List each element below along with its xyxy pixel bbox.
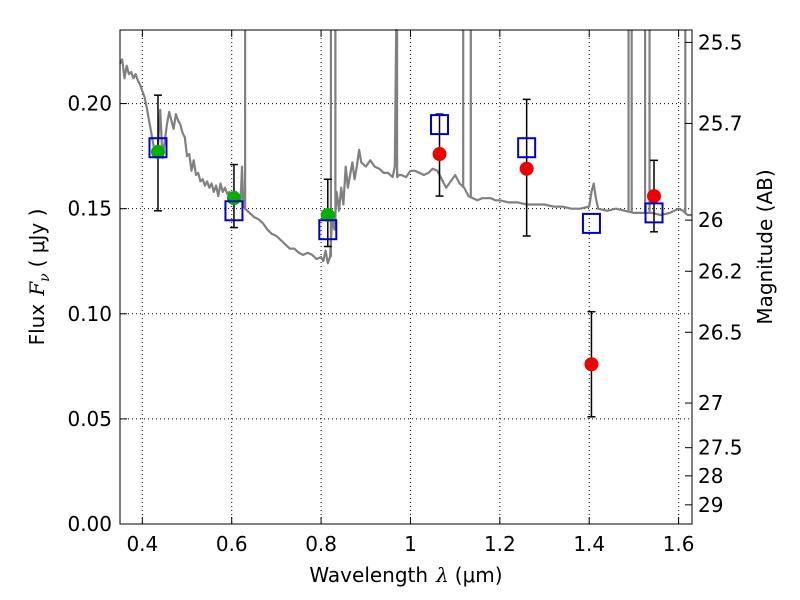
model-photometry-square: [224, 200, 244, 222]
model-photometry-square: [517, 137, 537, 159]
data-point-circle: [519, 161, 534, 176]
model-photometry-square: [581, 212, 601, 234]
model-photometry-square: [644, 202, 664, 224]
y2-tick-label: 27.5: [698, 436, 743, 460]
y2-tick-label: 29: [698, 493, 723, 517]
y-tick-label: 0.20: [67, 92, 112, 116]
y2-tick-label: 26.2: [698, 259, 743, 283]
model-spectrum-line: [119, 28, 692, 265]
y-tick-label: 0.10: [67, 302, 112, 326]
y2-tick-label: 25.7: [698, 111, 743, 135]
x-tick-label: 0.6: [216, 532, 248, 556]
y-tick-label: 0.00: [67, 512, 112, 536]
x-tick-label: 1.2: [484, 532, 516, 556]
grid-lines: [120, 30, 692, 525]
data-point-circle: [584, 357, 599, 372]
x-tick-label: 1.6: [663, 532, 695, 556]
y2-tick-label: 26: [698, 208, 723, 232]
model-spectrum: [119, 28, 692, 265]
model-photometry-square: [318, 219, 338, 241]
x-tick-label: 1: [404, 532, 417, 556]
plot-frame: [119, 29, 693, 525]
y2-axis-ticks: 25.5 25.7 26 26.2 26.5 27 27.5 28 29: [685, 30, 743, 517]
x-tick-label: 0.4: [126, 532, 158, 556]
x-tick-label: 0.8: [305, 532, 337, 556]
y-tick-label: 0.05: [67, 407, 112, 431]
data-markers: [148, 114, 664, 372]
x-tick-label: 1.4: [573, 532, 605, 556]
y2-tick-label: 27: [698, 391, 723, 415]
data-point-circle: [226, 191, 241, 206]
y-tick-label: 0.15: [67, 197, 112, 221]
y2-tick-label: 25.5: [698, 30, 743, 54]
x-axis-title: Wavelength λ (μm): [309, 563, 502, 587]
model-photometry-square: [430, 114, 450, 136]
y-axis-title: FluxFν( μJy ): [25, 209, 53, 346]
y2-tick-label: 28: [698, 464, 723, 488]
y-axis-ticks: 0.00 0.05 0.10 0.15 0.20: [67, 92, 127, 536]
y2-axis-title: Magnitude (AB): [753, 169, 777, 324]
x-axis-ticks: 0.4 0.6 0.8 1 1.2 1.4 1.6: [126, 30, 695, 556]
data-point-circle: [320, 207, 335, 222]
data-point-circle: [647, 189, 662, 204]
data-point-circle: [432, 147, 447, 162]
data-point-circle: [150, 144, 165, 159]
model-photometry-square: [148, 137, 168, 159]
y2-tick-label: 26.5: [698, 320, 743, 344]
error-bars: [153, 94, 659, 418]
